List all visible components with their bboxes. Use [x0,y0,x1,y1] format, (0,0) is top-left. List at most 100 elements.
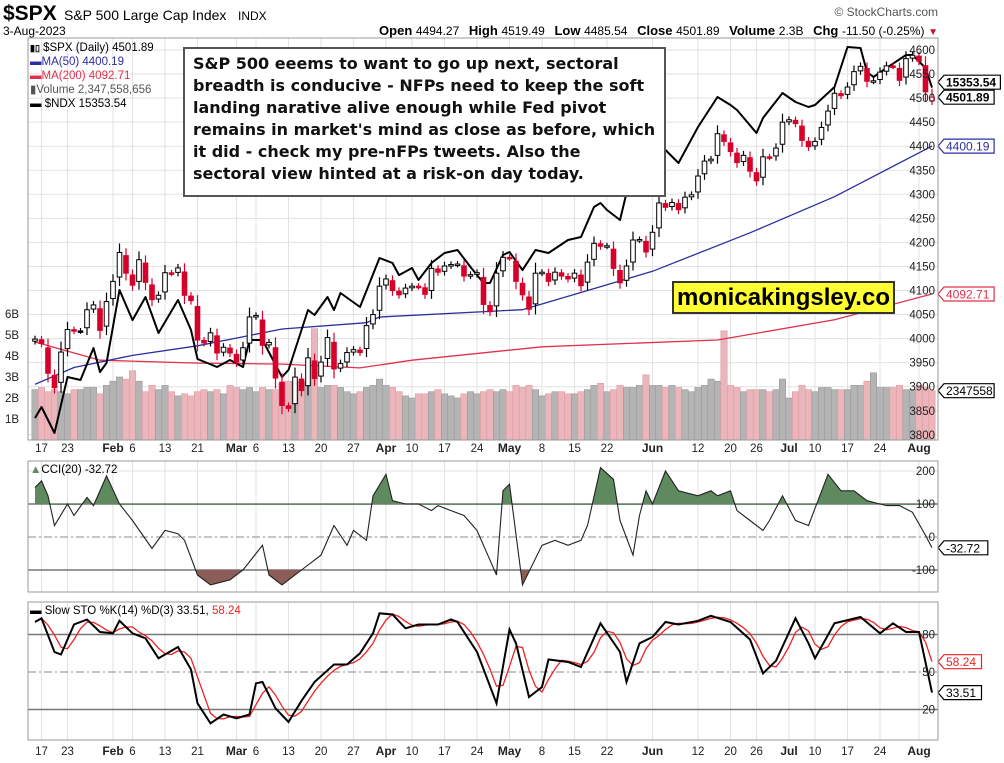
candle-body [337,363,344,369]
candle-body [656,202,662,229]
volume-bar [570,393,578,440]
volume-bar [200,389,208,440]
volume-bar [181,393,189,440]
volume-bar [720,330,728,440]
x-axis-tick-label: 17 [841,746,854,758]
candle-body [285,405,292,409]
candle-body [318,361,324,377]
high-value: 4519.49 [501,24,545,38]
volume-bar [382,385,390,440]
volume-bar [622,387,630,440]
candle-body [45,347,51,374]
candle-body [292,376,298,405]
candle-body [97,308,103,331]
x-axis-tick-label: 24 [471,746,484,758]
candle-body [58,351,64,383]
volume-bar [629,387,637,440]
volume-bar [596,382,604,440]
candle-body [214,335,220,354]
candle-body [227,347,233,354]
x-axis-tick-label: 10 [406,443,419,455]
cci-axis-label: 200 [916,466,935,478]
volume-bar [765,391,773,440]
candle-body [766,156,773,159]
candle-body [376,285,383,311]
x-axis-tick-label: 17 [841,443,854,455]
candle-body [175,267,181,273]
candle-body [825,110,831,126]
candle-body [539,271,545,275]
volume-bar [557,391,565,440]
sto-d-tag: 58.24 [946,655,976,669]
volume-bar [655,385,663,440]
close-value: 4501.89 [676,24,720,38]
price-tag-box [937,138,995,154]
volume-bar [830,389,838,440]
volume-bar [239,389,247,440]
sto-axis-label: 20 [922,705,935,717]
volume-bar [194,391,202,440]
open-label: Open [379,23,413,38]
x-axis-tick-label: 20 [724,443,737,455]
candle-body [142,262,149,283]
annotation-textbox: S&P 500 eeems to want to go up next, sec… [183,47,666,197]
volume-bar [752,389,760,440]
x-axis-tick-label: Feb [102,441,123,455]
price-axis-label: 4250 [909,213,935,225]
candle-body [422,287,428,295]
candle-body [851,71,857,86]
candle-body [64,328,71,350]
x-axis-tick-label: Jun [642,744,663,758]
candle-body [929,96,935,102]
candle-body [220,346,227,353]
close-label: Close [637,23,673,38]
sto-axis-label: 50 [922,667,935,679]
candle-body [734,152,740,164]
volume-bar [447,395,455,440]
candle-body [188,295,194,302]
price-tag-box [937,74,1001,90]
chg-value: -11.50 (-0.25%) [841,24,925,38]
volume-bar [37,387,45,440]
volume-bar [746,389,754,440]
volume-bar [564,393,572,440]
line-swatch-icon: ▬ [30,605,42,617]
candle-body [883,65,890,72]
ma200-line [34,293,933,369]
volume-bar [876,387,884,440]
price-axis-label: 4450 [909,117,935,129]
volume-bar [356,391,364,440]
x-axis-tick-label: 6 [129,746,135,758]
candle-body [610,248,617,269]
candle-body [740,154,747,162]
volume-bar [116,376,124,440]
volume-bar [401,395,409,440]
volume-bar [505,391,513,440]
candle-body [818,126,825,140]
volume-bar [739,391,747,440]
candle-body [922,65,929,93]
candle-body [201,339,207,344]
x-axis-tick-label: 13 [282,746,295,758]
volume-bar [246,387,254,440]
volume-bar [220,393,228,440]
price-axis-label: 3800 [909,430,935,442]
candle-body [110,280,116,300]
candle-body [630,239,636,263]
candle-body [584,261,591,283]
x-axis-tick-label: 10 [809,746,822,758]
candle-body [487,305,493,313]
candle-body [305,357,311,387]
volume-bar [674,387,682,440]
stockcharts-link[interactable]: © StockCharts.com [834,5,938,19]
legend-cci-text: CCI(20) -32.72 [41,464,118,476]
candle-body [266,341,272,346]
volume-bar [330,385,338,440]
volume-axis-label: 5B [5,330,19,342]
x-axis-tick-label: 13 [159,443,172,455]
volume-bar [668,385,676,440]
price-axis-label: 3900 [909,382,935,394]
volume-bar [453,397,461,440]
candle-body [155,294,162,300]
volume-bar [207,391,215,440]
